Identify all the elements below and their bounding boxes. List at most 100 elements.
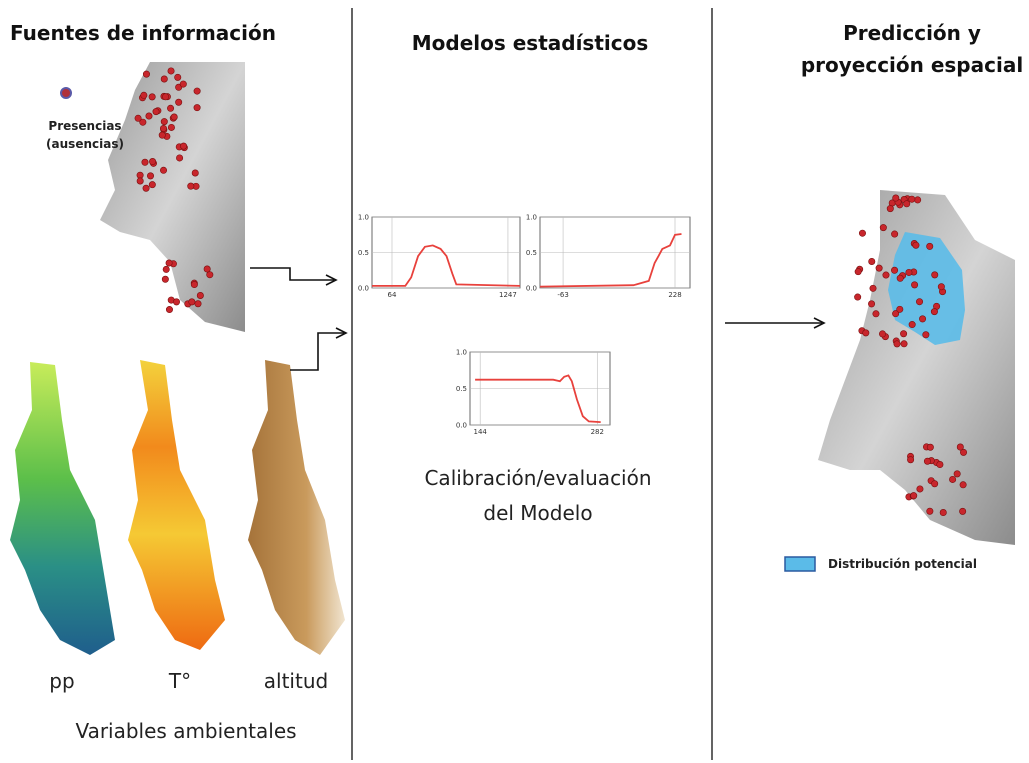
dot xyxy=(160,118,168,126)
pp-map xyxy=(10,362,115,655)
dot xyxy=(886,205,894,213)
presence-symbol xyxy=(60,87,72,99)
altitude-map xyxy=(248,360,345,655)
dot xyxy=(140,91,148,99)
potential-distribution xyxy=(888,232,965,345)
response-curves: 0.0 0.5 1.0 64 1247 0.0 0.5 1.0 -63 228 0.0 0.5 1.0 1… xyxy=(358,214,691,436)
legend-swatch xyxy=(784,556,816,572)
dot xyxy=(953,470,961,478)
dot xyxy=(203,265,211,273)
model-caption: Calibración/evaluación xyxy=(424,466,651,490)
dot xyxy=(858,229,866,237)
relief-map xyxy=(100,62,245,332)
dot xyxy=(142,70,150,78)
variable-label: T° xyxy=(168,669,191,693)
dot xyxy=(165,259,173,267)
dot xyxy=(892,310,900,318)
dot xyxy=(180,142,188,150)
presence-label: Presencias xyxy=(48,119,121,133)
y-tick-label: 0.0 xyxy=(358,285,369,293)
x-tick-label: -63 xyxy=(557,291,568,299)
dot xyxy=(160,166,168,174)
dot xyxy=(893,340,901,348)
presence-label: (ausencias) xyxy=(46,137,124,151)
dot xyxy=(960,448,968,456)
dot xyxy=(896,305,904,313)
y-tick-label: 0.5 xyxy=(358,249,369,257)
dot xyxy=(879,224,887,232)
dot xyxy=(162,265,170,273)
dot xyxy=(900,330,908,338)
dot xyxy=(172,298,180,306)
y-tick-label: 1.0 xyxy=(456,349,467,357)
dot xyxy=(162,93,170,101)
dot xyxy=(903,200,911,208)
dot xyxy=(161,275,169,283)
dot xyxy=(926,507,934,515)
dot xyxy=(854,293,862,301)
dot xyxy=(959,481,967,489)
dot xyxy=(868,257,876,265)
dot xyxy=(930,308,938,316)
dot xyxy=(170,113,178,121)
dot xyxy=(923,457,931,465)
dot xyxy=(949,475,957,483)
dot xyxy=(900,340,908,348)
dot xyxy=(939,509,947,517)
dot xyxy=(919,315,927,323)
dot xyxy=(868,300,876,308)
dot xyxy=(959,507,967,515)
dot xyxy=(167,123,175,131)
dot xyxy=(174,73,182,81)
y-tick-label: 0.0 xyxy=(526,285,537,293)
dot xyxy=(878,330,886,338)
temperature-map xyxy=(128,360,225,650)
relief-map xyxy=(818,190,1015,545)
dot xyxy=(931,480,939,488)
response-curve xyxy=(475,374,601,423)
dot xyxy=(914,196,922,204)
dot xyxy=(908,195,916,203)
arrows xyxy=(250,267,826,371)
dot xyxy=(191,169,199,177)
dot xyxy=(136,177,144,185)
dot xyxy=(862,329,870,337)
center-title: Modelos estadísticos xyxy=(412,31,649,55)
dot xyxy=(149,158,157,166)
dot xyxy=(193,104,201,112)
left-title: Fuentes de información xyxy=(10,21,276,45)
dot xyxy=(922,331,930,339)
dot xyxy=(891,266,899,274)
dot xyxy=(907,456,915,464)
x-tick-label: 64 xyxy=(388,291,397,299)
dot xyxy=(190,281,198,289)
dot xyxy=(905,268,913,276)
legend-label: Distribución potencial xyxy=(828,557,977,571)
dot xyxy=(196,291,204,299)
dot xyxy=(167,104,175,112)
dot xyxy=(869,284,877,292)
dot xyxy=(148,181,156,189)
dot xyxy=(188,298,196,306)
dot xyxy=(134,114,142,122)
dot xyxy=(882,271,890,279)
dot xyxy=(926,242,934,250)
dot xyxy=(937,283,945,291)
dot xyxy=(896,274,904,282)
x-tick-label: 228 xyxy=(668,291,681,299)
y-tick-label: 0.5 xyxy=(526,249,537,257)
right-title: proyección espacial xyxy=(801,53,1023,77)
dot xyxy=(152,108,160,116)
dot xyxy=(854,268,862,276)
dot xyxy=(142,184,150,192)
dot xyxy=(931,271,939,279)
dot xyxy=(956,443,964,451)
variable-label: altitud xyxy=(264,669,328,693)
dot xyxy=(911,281,919,289)
dot xyxy=(141,158,149,166)
x-tick-label: 282 xyxy=(591,428,604,436)
dot xyxy=(910,492,918,500)
model-caption: del Modelo xyxy=(483,501,592,525)
dot xyxy=(145,112,153,120)
